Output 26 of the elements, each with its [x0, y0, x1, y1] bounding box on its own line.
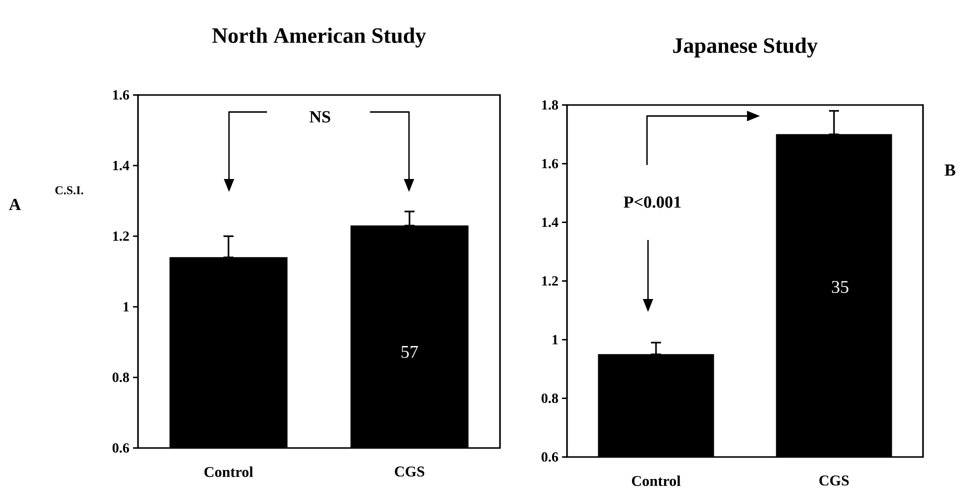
y-tick-label: 1.4 [113, 160, 130, 170]
y-tick-label: 1.4 [542, 218, 558, 228]
y-axis-title: C.S.I. [55, 186, 84, 194]
x-tick-label: CGS [394, 466, 424, 477]
y-tick-label: 1.6 [113, 90, 130, 100]
y-tick-label: 1.2 [542, 276, 558, 286]
annotation: 35 [832, 280, 848, 293]
chart-title: North American Study [212, 28, 426, 48]
y-tick-label: 1 [552, 335, 558, 344]
y-tick-label: 0.8 [112, 372, 130, 382]
annotation: NS [310, 111, 330, 123]
y-tick-label: 1.8 [542, 100, 558, 110]
y-tick-label: 1 [124, 302, 129, 312]
y-tick-label: 0.8 [542, 394, 558, 404]
y-tick-label: 0.6 [542, 452, 558, 462]
chart-title: Japanese Study [673, 38, 818, 58]
x-tick-label: Control [204, 466, 254, 478]
text: A [8, 198, 21, 210]
y-tick-label: 1.6 [542, 158, 558, 168]
annotation: P<0.001 [624, 196, 681, 208]
y-tick-label: 1.2 [113, 231, 129, 241]
x-tick-label: Control [632, 476, 681, 486]
annotation: 57 [402, 346, 418, 358]
x-tick-label: CGS [819, 476, 849, 486]
y-tick-label: 0.6 [112, 443, 130, 453]
text: B [944, 164, 956, 176]
